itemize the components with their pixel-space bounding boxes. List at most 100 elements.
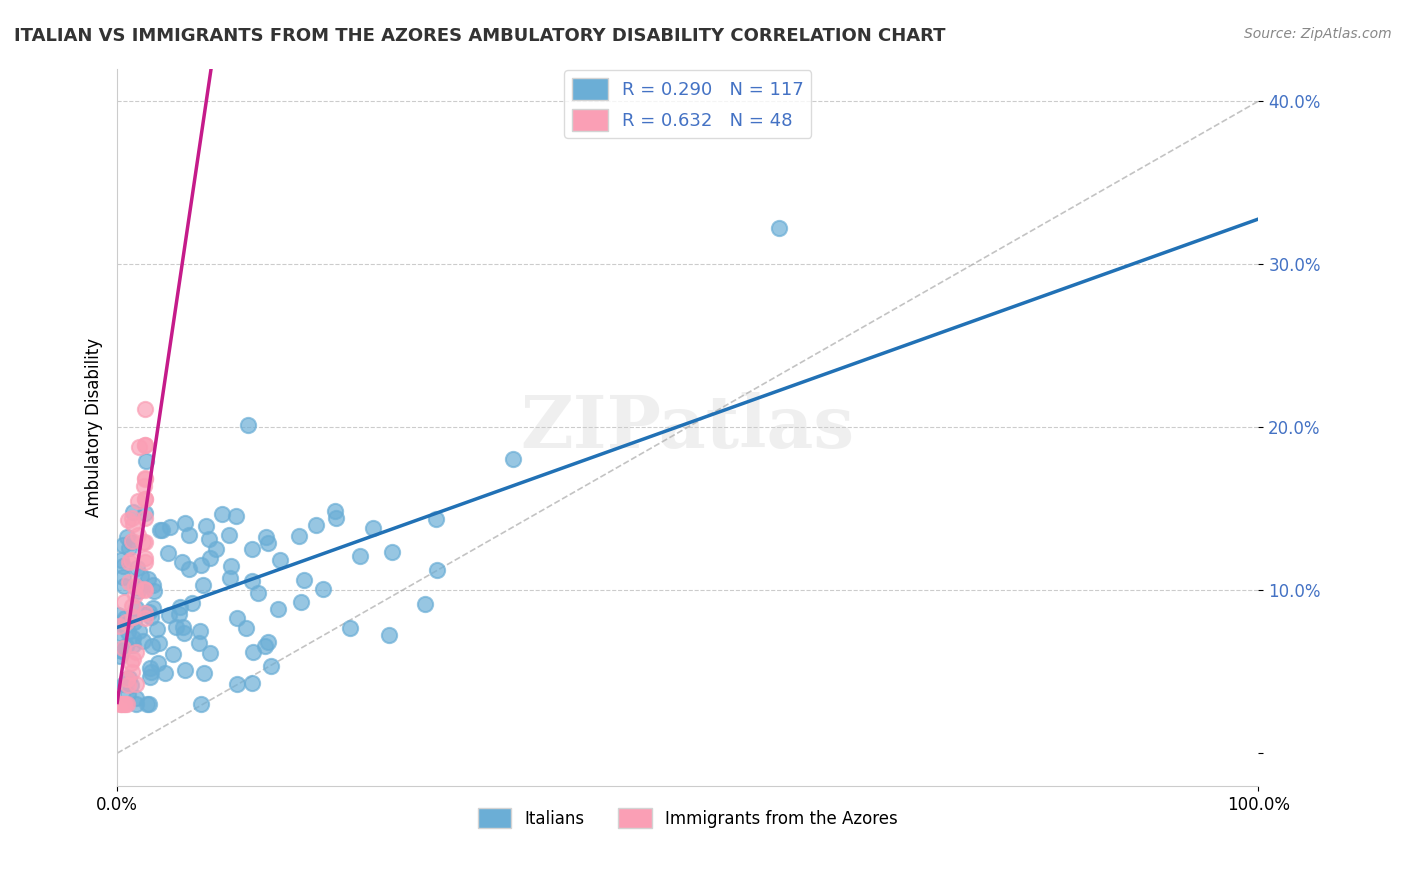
Point [173, 664, 195, 678]
Point [108, 643, 131, 657]
Point [121, 599, 143, 613]
Point [117, 625, 139, 640]
Point [134, 438, 156, 452]
Point [112, 677, 135, 691]
Point [139, 670, 162, 684]
Point [294, 573, 316, 587]
Point [110, 648, 132, 663]
Point [198, 646, 221, 660]
Point [287, 529, 309, 543]
Point [112, 569, 135, 583]
Text: Source: ZipAtlas.com: Source: ZipAtlas.com [1244, 27, 1392, 41]
Point [120, 553, 142, 567]
Point [136, 698, 159, 712]
Point [139, 661, 162, 675]
Point [110, 552, 132, 566]
Point [149, 524, 172, 538]
Point [142, 601, 165, 615]
Point [254, 530, 277, 544]
Point [115, 530, 138, 544]
Point [127, 580, 149, 594]
Point [125, 690, 148, 705]
Point [110, 698, 132, 712]
Point [122, 505, 145, 519]
Point [128, 624, 150, 639]
Point [155, 665, 177, 680]
Point [172, 620, 194, 634]
Point [135, 454, 157, 468]
Point [112, 698, 135, 712]
Point [115, 615, 138, 629]
Point [127, 528, 149, 542]
Point [141, 639, 163, 653]
Point [134, 550, 156, 565]
Point [118, 541, 141, 555]
Point [121, 665, 143, 679]
Point [127, 584, 149, 599]
Point [170, 556, 193, 570]
Point [254, 639, 277, 653]
Point [127, 561, 149, 575]
Point [190, 624, 212, 638]
Point [112, 595, 135, 609]
Point [134, 556, 156, 570]
Point [146, 657, 169, 671]
Point [134, 479, 156, 493]
Point [134, 491, 156, 506]
Point [115, 698, 138, 712]
Point [134, 535, 156, 549]
Point [127, 493, 149, 508]
Point [169, 599, 191, 614]
Point [122, 516, 145, 531]
Point [121, 510, 143, 524]
Point [242, 645, 264, 659]
Point [150, 524, 173, 538]
Point [174, 516, 197, 530]
Point [191, 578, 214, 592]
Point [110, 644, 132, 658]
Point [111, 698, 134, 712]
Point [138, 572, 160, 586]
Point [205, 541, 228, 556]
Point [134, 506, 156, 520]
Point [381, 545, 404, 559]
Point [124, 588, 146, 602]
Point [502, 452, 524, 467]
Point [121, 533, 143, 548]
Point [768, 221, 790, 235]
Point [117, 677, 139, 691]
Point [225, 508, 247, 523]
Point [141, 665, 163, 680]
Point [218, 571, 240, 585]
Point [240, 675, 263, 690]
Point [118, 575, 141, 590]
Point [112, 579, 135, 593]
Point [260, 659, 283, 673]
Point [177, 528, 200, 542]
Point [134, 606, 156, 620]
Point [190, 698, 212, 712]
Point [125, 698, 148, 712]
Point [193, 665, 215, 680]
Point [112, 558, 135, 573]
Point [121, 632, 143, 646]
Point [413, 597, 436, 611]
Point [173, 626, 195, 640]
Point [124, 579, 146, 593]
Point [122, 615, 145, 630]
Point [114, 611, 136, 625]
Point [134, 611, 156, 625]
Point [236, 418, 259, 433]
Point [267, 602, 290, 616]
Point [162, 647, 184, 661]
Point [120, 534, 142, 549]
Y-axis label: Ambulatory Disability: Ambulatory Disability [86, 337, 103, 516]
Point [235, 621, 257, 635]
Point [257, 536, 280, 550]
Point [138, 698, 160, 712]
Point [108, 615, 131, 630]
Point [138, 605, 160, 619]
Point [111, 641, 134, 656]
Point [226, 610, 249, 624]
Point [142, 583, 165, 598]
